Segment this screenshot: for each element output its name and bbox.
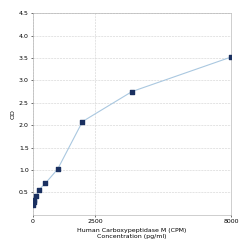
Point <box>80 120 84 124</box>
Y-axis label: OD: OD <box>11 109 16 119</box>
Point <box>37 188 41 192</box>
Point <box>130 90 134 94</box>
Point <box>32 200 36 204</box>
Point <box>229 55 233 59</box>
Point <box>56 167 60 171</box>
X-axis label: Human Carboxypeptidase M (CPM)
Concentration (pg/ml): Human Carboxypeptidase M (CPM) Concentra… <box>77 228 187 239</box>
Point <box>32 198 36 202</box>
Point <box>43 182 47 186</box>
Point <box>34 194 38 198</box>
Point <box>31 203 35 207</box>
